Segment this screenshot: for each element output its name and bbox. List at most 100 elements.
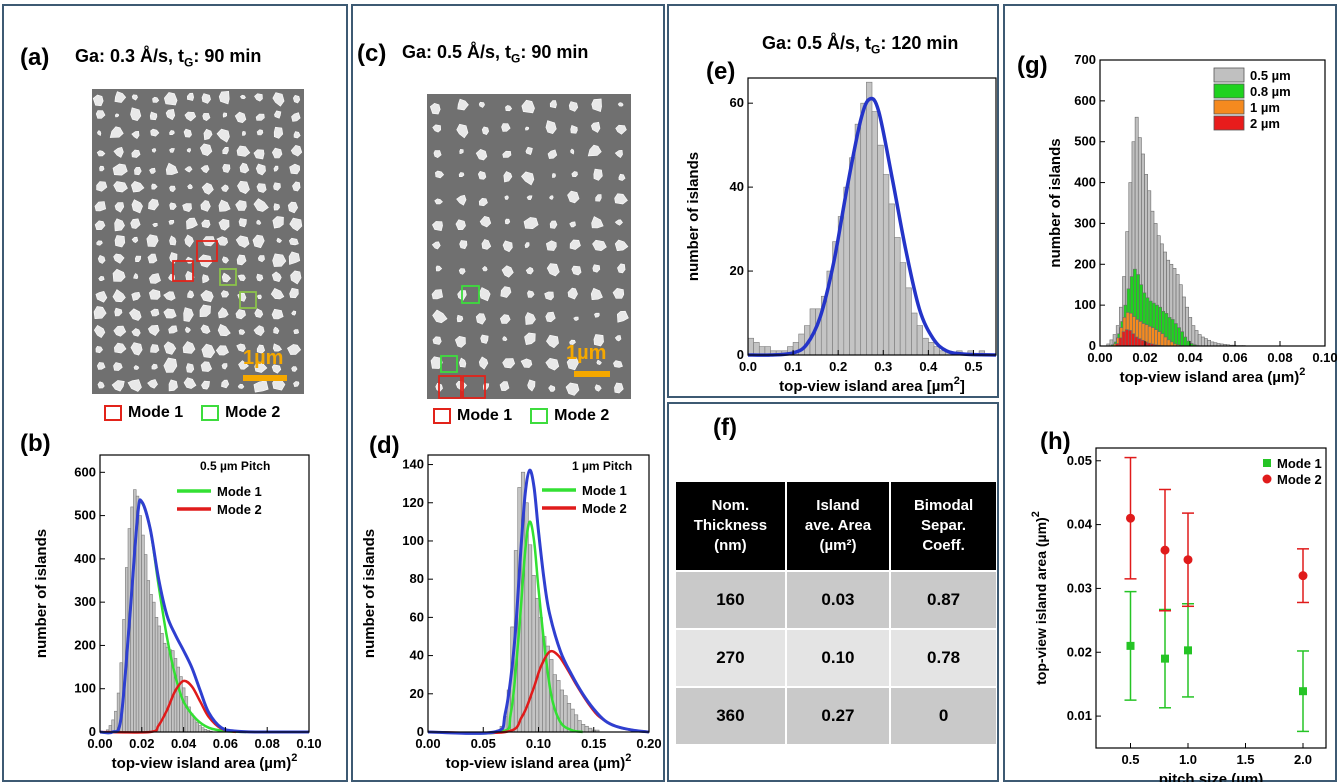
- sem-island: [235, 235, 250, 248]
- sem-island: [150, 308, 160, 317]
- sem-island-pattern: [429, 98, 629, 399]
- sem-island: [433, 150, 442, 159]
- series-legend-label: Mode 2: [217, 502, 262, 517]
- sem-island: [201, 93, 211, 104]
- sem-island: [169, 130, 175, 136]
- panel-b-label: (b): [20, 430, 51, 457]
- y-tick-label: 500: [1074, 134, 1096, 149]
- x-tick-label: 0.2: [829, 359, 847, 374]
- bars-2um: [1121, 331, 1126, 347]
- histogram-bar: [888, 203, 895, 356]
- mode2-legend-label-c: Mode 2: [554, 407, 610, 424]
- thickness-table: Nom. Thickness (nm) Island ave. Area (µm…: [676, 482, 996, 744]
- sem-island: [201, 380, 210, 390]
- bars-0-8um: [1173, 323, 1178, 347]
- sem-island: [614, 335, 622, 342]
- sem-island: [150, 344, 160, 353]
- mode1-marker: [462, 375, 486, 399]
- sem-island: [569, 239, 581, 250]
- histogram-bar: [195, 722, 199, 733]
- y-tick-label: 40: [730, 179, 744, 194]
- mode2-legend-box-c: [530, 408, 549, 424]
- sem-island: [200, 200, 211, 212]
- sem-island: [293, 329, 300, 335]
- sem-island: [274, 110, 282, 119]
- histogram-bar: [535, 597, 540, 733]
- histogram-bar: [570, 708, 575, 733]
- histogram-bar: [182, 687, 186, 733]
- mode2-marker: [239, 291, 257, 309]
- mode2-fit-curve: [99, 679, 237, 734]
- sem-island: [129, 308, 142, 321]
- histogram-bar: [574, 714, 579, 733]
- sem-island: [235, 309, 246, 320]
- sem-island: [202, 274, 210, 284]
- series-legend-label: Mode 1: [582, 483, 627, 498]
- mode2-point: [1160, 545, 1170, 555]
- sem-island: [114, 235, 126, 248]
- table-cell: 360: [676, 686, 787, 744]
- sem-island: [93, 306, 107, 320]
- sem-island: [257, 255, 265, 263]
- panel-e-title: Ga: 0.5 Å/s, tG: 120 min: [762, 33, 958, 57]
- sem-island: [432, 309, 448, 324]
- sem-island: [270, 288, 285, 300]
- sem-island: [594, 312, 600, 318]
- bars-1um: [1157, 331, 1162, 347]
- sem-island: [527, 290, 535, 298]
- legend-swatch: [1213, 99, 1245, 115]
- sem-island: [113, 325, 127, 337]
- sem-island: [221, 184, 229, 193]
- y-tick-label: 60: [730, 95, 744, 110]
- x-tick-label: 1.0: [1179, 752, 1197, 767]
- x-tick-label: 0.08: [255, 736, 280, 751]
- bars-1um: [1154, 329, 1158, 347]
- x-tick-label: 0.20: [636, 736, 661, 751]
- sem-island: [99, 165, 105, 172]
- panel-f-label: (f): [713, 414, 737, 441]
- legend-label: 1 µm: [1250, 100, 1280, 115]
- table-cell: 0.87: [890, 570, 996, 629]
- sem-island: [183, 377, 197, 389]
- x-tick-label: 0.05: [471, 736, 496, 751]
- sem-island: [432, 124, 442, 133]
- sem-island: [256, 344, 266, 354]
- sem-island: [523, 217, 539, 230]
- sem-island: [478, 197, 488, 207]
- sem-island: [475, 313, 487, 325]
- sem-island: [187, 183, 193, 190]
- legend-swatch: [1213, 83, 1245, 99]
- histogram-bar: [866, 81, 873, 356]
- table-cell: 270: [676, 628, 787, 687]
- histogram-bar: [114, 710, 118, 733]
- sem-island: [130, 342, 143, 356]
- sem-island: [96, 240, 103, 246]
- sem-island: [549, 220, 558, 229]
- sem-island: [504, 218, 511, 225]
- sem-island: [237, 274, 246, 282]
- sem-island: [544, 291, 554, 301]
- sem-island: [293, 131, 301, 139]
- table-cell: 0: [890, 686, 996, 744]
- bars-0-5um: [1194, 330, 1199, 347]
- y-tick-label: 600: [74, 464, 96, 479]
- sem-island: [169, 148, 175, 153]
- histogram-bar: [753, 342, 760, 356]
- sem-island: [613, 360, 623, 368]
- sem-island: [434, 170, 445, 179]
- sem-image-c: [427, 94, 631, 399]
- sem-island: [502, 150, 512, 158]
- y-tick-label: 60: [410, 609, 424, 624]
- sem-island: [288, 251, 301, 265]
- sem-island: [221, 379, 230, 389]
- bars-0-5um: [1204, 338, 1208, 347]
- bars-1um: [1160, 333, 1165, 347]
- sem-island: [114, 218, 125, 232]
- sem-island: [291, 310, 297, 316]
- sem-island: [151, 183, 158, 190]
- x-axis-label: top-view island area (µm)2: [112, 752, 298, 772]
- sem-island: [615, 124, 627, 135]
- sem-island: [112, 163, 128, 176]
- y-axis-label: number of islands: [361, 529, 378, 658]
- sem-island: [479, 287, 491, 302]
